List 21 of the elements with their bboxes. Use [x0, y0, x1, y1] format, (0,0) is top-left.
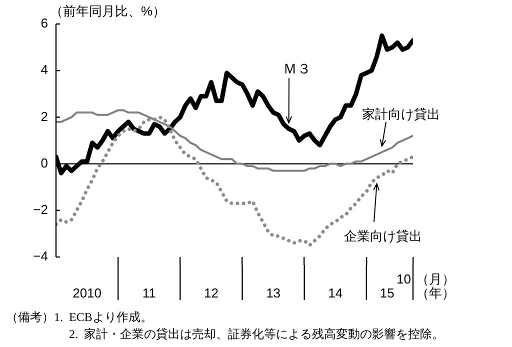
text: （年）: [416, 286, 455, 301]
text: （備考）1. ECBより作成。: [6, 310, 152, 324]
y-tick-label: 2: [40, 108, 48, 124]
text: （月）: [416, 272, 455, 287]
y-tick-label: −4: [33, 248, 48, 264]
y-tick-label: 4: [40, 62, 48, 78]
x-tick-label: 14: [328, 286, 343, 301]
x-tick-label: 12: [204, 286, 218, 301]
x-tick-label: 15: [380, 286, 394, 301]
text: 10: [396, 272, 411, 287]
series-label: 家計向け貸出: [362, 106, 440, 122]
series-label: Ｍ３: [283, 62, 311, 78]
y-tick-label: 6: [40, 16, 48, 31]
x-tick-label: 11: [142, 286, 156, 301]
x-tick-label: 2010: [72, 286, 102, 301]
series-label: 企業向け貸出: [344, 228, 422, 244]
text: 2. 家計・企業の貸出は売却、証券化等による残高変動の影響を控除。: [69, 327, 444, 342]
y-tick-label: −2: [33, 202, 48, 217]
x-tick-label: 13: [266, 286, 281, 301]
y-tick-label: 0: [40, 155, 48, 170]
y-axis-title: （前年同月比、%）: [50, 4, 166, 19]
